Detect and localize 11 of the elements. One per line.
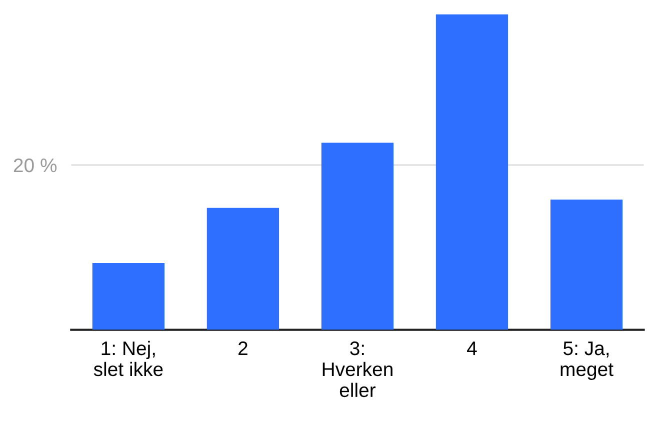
bar [436, 14, 508, 330]
x-tick-label: 2 [238, 341, 248, 356]
x-tick-label: 1: Nej, slet ikke [94, 340, 163, 376]
x-tick-label: 3: Hverken eller [322, 341, 392, 398]
bar [206, 208, 280, 330]
bar [92, 263, 165, 330]
bar [321, 142, 394, 330]
y-tick-label: 20 % [14, 158, 57, 172]
x-tick-label: 5: Ja, meget [560, 342, 614, 380]
bar [550, 200, 623, 330]
x-tick-label: 4 [467, 342, 477, 356]
